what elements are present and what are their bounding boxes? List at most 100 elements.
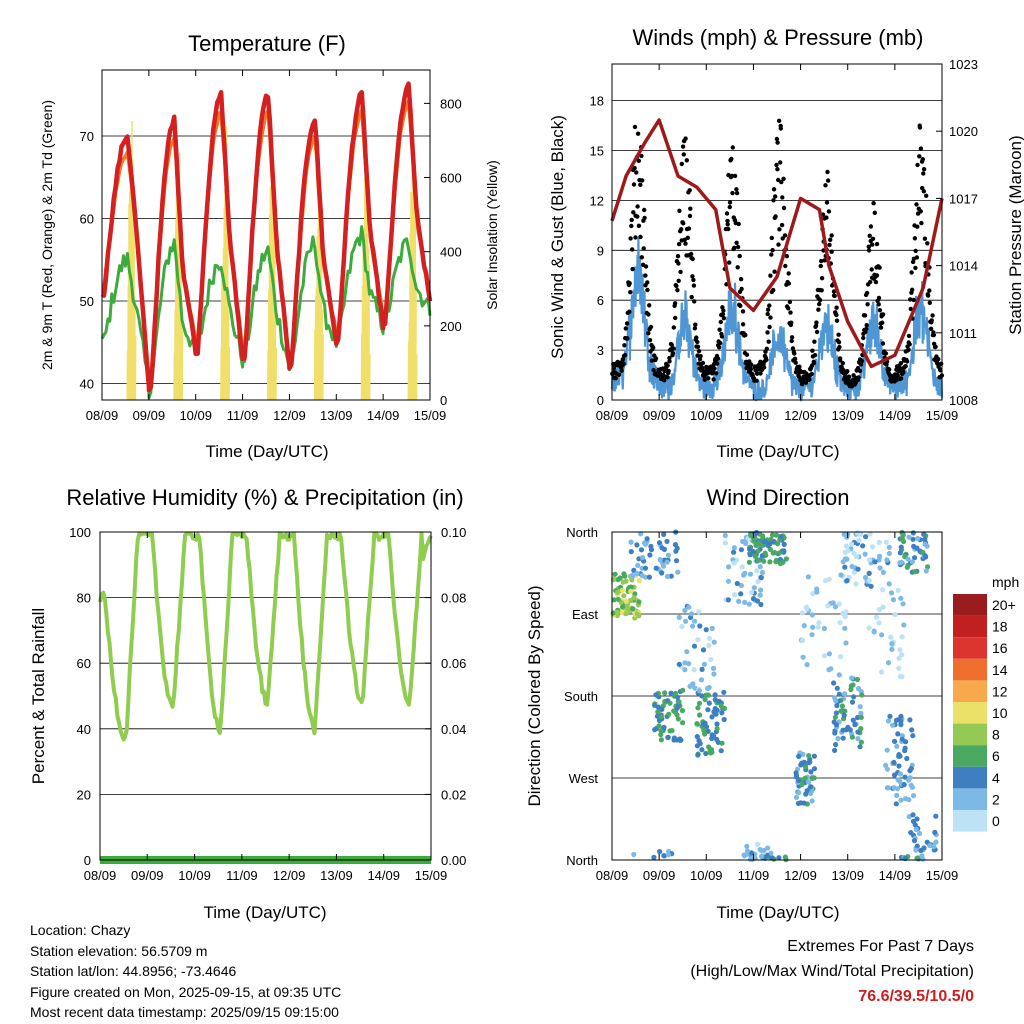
gust-point (715, 356, 721, 361)
gust-point (740, 309, 746, 314)
direction-point (836, 601, 842, 607)
y-right-tick-label: 1011 (949, 326, 977, 341)
gust-point (939, 361, 944, 366)
gust-point (642, 207, 647, 213)
direction-point (711, 671, 717, 677)
direction-point (698, 677, 705, 683)
gust-point (770, 248, 775, 253)
gust-point (748, 362, 754, 367)
direction-point (711, 709, 717, 715)
direction-point (731, 549, 737, 555)
gust-point (676, 278, 681, 283)
direction-point (636, 599, 642, 605)
gust-point (867, 233, 872, 238)
gust-point (690, 274, 695, 279)
gust-point (930, 313, 935, 318)
direction-point (769, 532, 776, 538)
y-tick-label: 50 (80, 294, 94, 309)
direction-point (844, 578, 850, 584)
x-tick-label: 12/09 (273, 868, 306, 883)
gust-point (675, 288, 680, 293)
direction-point (672, 542, 679, 548)
direction-point (836, 672, 842, 678)
direction-point (838, 708, 844, 714)
direction-point (901, 782, 907, 788)
extremes-box: Extremes For Past 7 Days (High/Low/Max W… (690, 934, 974, 1009)
direction-point (695, 705, 701, 711)
gust-point (761, 365, 767, 370)
gust-point (638, 234, 643, 240)
direction-point (622, 573, 628, 579)
gust-point (876, 302, 881, 307)
direction-point (833, 698, 839, 704)
direction-point (880, 604, 886, 610)
direction-point (892, 612, 898, 618)
direction-point (783, 556, 790, 562)
gust-point (786, 281, 792, 286)
direction-point (910, 530, 916, 536)
gust-point (933, 344, 938, 349)
direction-point (866, 570, 872, 577)
series-2m-t (100, 81, 433, 393)
direction-point (907, 717, 913, 723)
gust-point (925, 293, 931, 298)
gust-point (783, 263, 788, 269)
direction-point (623, 611, 629, 617)
humidity-panel: Relative Humidity (%) & Precipitation (i… (29, 485, 466, 922)
direction-point (630, 573, 636, 579)
gust-point (696, 349, 702, 354)
gust-point (748, 367, 753, 372)
direction-point (741, 572, 747, 578)
gust-point (657, 371, 662, 376)
gust-point (834, 305, 839, 310)
y-tick-label: 0 (597, 393, 604, 408)
gust-point (624, 321, 630, 326)
direction-point (893, 717, 900, 723)
direction-point (800, 654, 806, 660)
direction-point (855, 714, 861, 721)
direction-point (701, 661, 708, 667)
gust-point (764, 357, 769, 362)
series-2m-td (100, 225, 432, 400)
legend-label: 14 (992, 662, 1008, 678)
direction-point (896, 655, 902, 661)
direction-point (889, 641, 895, 647)
direction-point (706, 700, 712, 706)
direction-point (695, 752, 701, 758)
direction-point (628, 549, 634, 555)
gust-point (744, 352, 750, 357)
direction-point (653, 565, 659, 571)
gust-point (914, 255, 920, 260)
direction-point (655, 709, 661, 715)
direction-point (883, 539, 890, 545)
gust-point (809, 371, 814, 377)
direction-point (721, 689, 727, 695)
gust-point (619, 368, 624, 373)
legend-swatch (953, 680, 987, 702)
direction-point (911, 543, 917, 549)
gust-point (694, 335, 699, 340)
y-right-tick-label: 1023 (949, 57, 978, 72)
direction-point (800, 751, 806, 758)
direction-point (742, 599, 748, 606)
gust-point (623, 326, 628, 331)
direction-point (679, 708, 686, 714)
gust-point (718, 319, 723, 325)
x-tick-label: 09/09 (643, 868, 676, 883)
direction-point (895, 587, 901, 594)
gust-point (735, 265, 740, 270)
gust-point (906, 347, 911, 352)
gust-point (627, 281, 632, 286)
gust-point (814, 329, 820, 335)
gust-point (787, 299, 793, 305)
gust-point (789, 338, 794, 344)
x-tick-label: 11/09 (738, 868, 770, 883)
gust-point (792, 351, 797, 356)
direction-point (776, 855, 782, 861)
legend-label: 20+ (992, 597, 1016, 613)
wind-direction-xlabel: Time (Day/UTC) (716, 903, 839, 922)
gust-point (653, 356, 659, 361)
gust-point (646, 312, 651, 317)
direction-point (695, 637, 701, 643)
gust-point (734, 190, 740, 196)
